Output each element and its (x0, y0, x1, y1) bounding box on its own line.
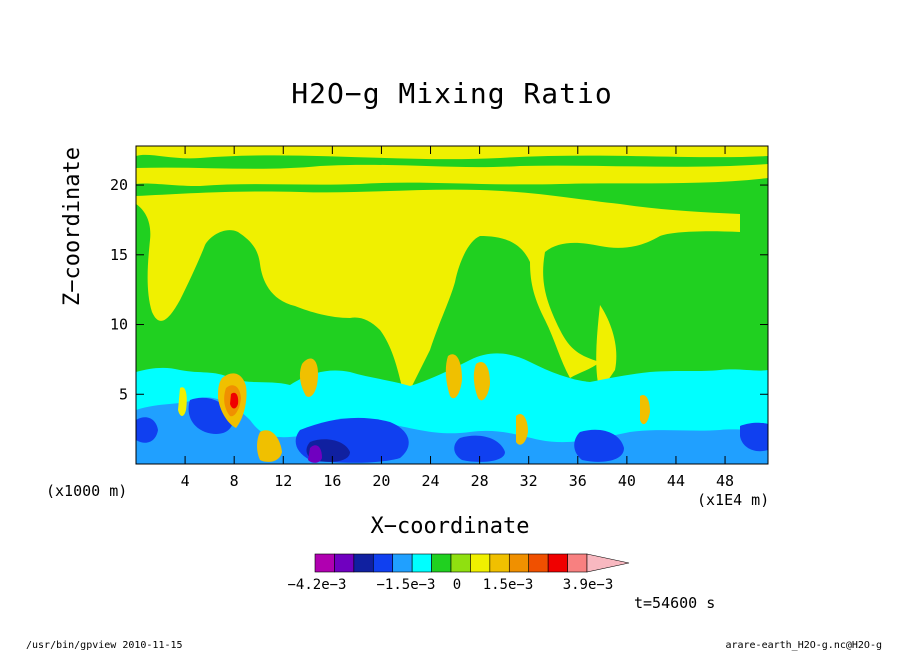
colorbar-label: 1.5e−3 (483, 577, 534, 593)
x-tick-label: 8 (230, 472, 239, 490)
colorbar-label: −4.2e−3 (287, 577, 346, 593)
y-axis-unit: (x1E4 m) (697, 491, 770, 509)
colorbar-label: −1.5e−3 (376, 577, 435, 593)
colorbar-swatch (314, 553, 335, 573)
footer-source-file: arare-earth_H2O-g.nc@H2O-g (725, 640, 882, 651)
plume-f (178, 387, 187, 416)
colorbar-swatch (567, 553, 588, 573)
footer-program-date: /usr/bin/gpview 2010-11-15 (26, 640, 183, 651)
chart-title: H2O−g Mixing Ratio (291, 77, 613, 110)
colorbar-swatch (411, 553, 432, 573)
plume-h (516, 413, 528, 445)
central-dry-region (136, 189, 740, 400)
colorbar-label: 0 (453, 577, 461, 593)
colorbar-label: 3.9e−3 (563, 577, 614, 593)
colorbar-swatch (547, 553, 568, 573)
x-tick-label: 48 (716, 472, 734, 490)
colorbar-swatch (470, 553, 491, 573)
colorbar: −4.2e−3 −1.5e−3 0 1.5e−3 3.9e−3 (287, 553, 630, 593)
core-f (740, 422, 768, 452)
colorbar-swatch (353, 553, 374, 573)
x-axis-label: X−coordinate (370, 514, 530, 539)
y-axis: 5 10 15 20 (110, 176, 768, 403)
plot-area (136, 146, 768, 464)
x-tick-label: 28 (471, 472, 489, 490)
x-axis-unit: (x1000 m) (46, 482, 128, 500)
x-axis: 4 8 12 16 20 24 28 32 36 40 44 48 (181, 146, 734, 490)
colorbar-swatch (450, 553, 471, 573)
band-20km (136, 164, 768, 186)
right-plume (596, 305, 617, 392)
x-tick-label: 32 (520, 472, 538, 490)
colorbar-swatch (372, 553, 394, 573)
x-tick-label: 12 (274, 472, 292, 490)
colorbar-swatch (508, 553, 530, 573)
plot-frame (135, 145, 769, 465)
core-a (136, 417, 158, 443)
core-d (454, 435, 505, 462)
y-tick-label: 20 (110, 176, 128, 194)
plume-e (640, 394, 650, 425)
colorbar-swatch (392, 553, 413, 573)
colorbar-swatch (431, 553, 452, 573)
plume-g (257, 430, 282, 462)
upper-moist-band (136, 146, 768, 160)
colorbar-extension (586, 553, 630, 573)
y-tick-label: 15 (110, 246, 128, 264)
plume-d (473, 362, 490, 401)
x-tick-label: 4 (181, 472, 190, 490)
x-tick-label: 44 (667, 472, 685, 490)
core-c-min (308, 445, 322, 463)
plume-a-core (230, 392, 239, 409)
x-tick-label: 40 (618, 472, 636, 490)
core-e (574, 429, 624, 462)
plume-b (299, 358, 318, 397)
x-tick-label: 16 (323, 472, 341, 490)
plume-c (445, 354, 462, 399)
y-tick-label: 5 (119, 385, 128, 403)
colorbar-swatch (489, 553, 510, 573)
time-annotation: t=54600 s (634, 594, 716, 612)
y-tick-label: 10 (110, 316, 128, 334)
colorbar-swatch (334, 553, 355, 573)
x-tick-label: 20 (372, 472, 390, 490)
x-tick-label: 24 (421, 472, 439, 490)
colorbar-swatch (528, 553, 549, 573)
x-tick-label: 36 (569, 472, 587, 490)
